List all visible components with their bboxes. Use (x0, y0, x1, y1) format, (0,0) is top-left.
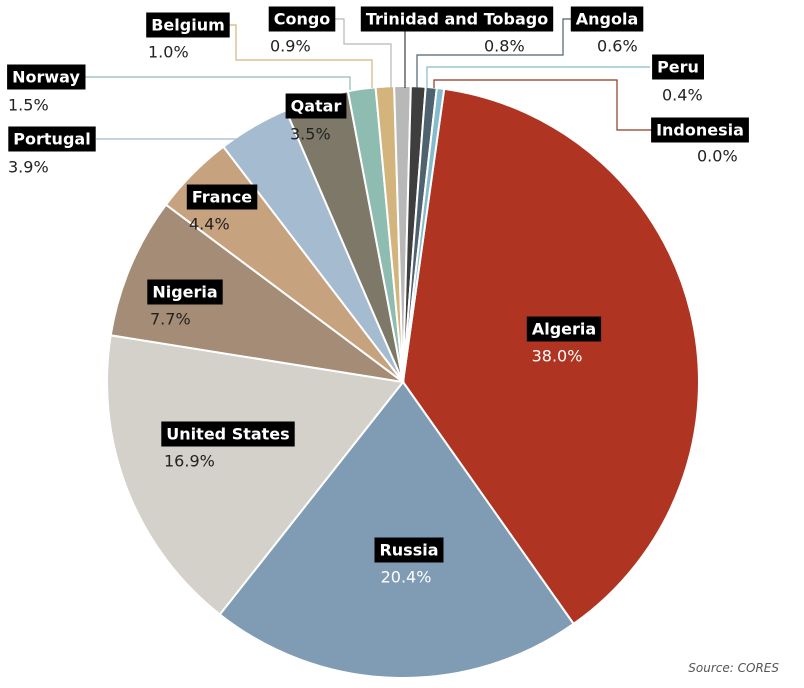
label-box (7, 64, 86, 90)
slice-value-label: 0.8% (484, 37, 525, 56)
slice-value-label: 7.7% (150, 310, 191, 329)
slice-value-label: 0.0% (697, 147, 738, 166)
slice-name-label: Congo (274, 10, 331, 29)
slice-label-france: France (186, 184, 258, 210)
label-box (526, 316, 602, 342)
leader-lines (84, 12, 653, 140)
slice-name-label: Peru (657, 58, 699, 77)
slice-label-norway: Norway (7, 64, 86, 90)
source-note: Source: CORES (688, 661, 779, 675)
pie-slice-nigeria (109, 203, 404, 383)
label-box (8, 126, 96, 152)
pie-slice-algeria (401, 87, 700, 626)
slice-label-russia: Russia (374, 537, 444, 563)
slice-name-label: Angola (576, 10, 639, 29)
slice-name-label: United States (166, 425, 289, 444)
slice-label-qatar: Qatar (285, 93, 347, 119)
label-box (186, 184, 258, 210)
label-box (268, 6, 336, 32)
slice-value-label: 0.6% (597, 37, 638, 56)
slice-name-label: Indonesia (656, 121, 744, 140)
pie-slice-united-states (106, 334, 405, 616)
slice-value-label: 4.4% (189, 215, 230, 234)
slice-label-peru: Peru (652, 54, 704, 80)
slice-label-portugal: Portugal (8, 126, 96, 152)
label-box (161, 421, 295, 447)
leader-line-peru (426, 66, 650, 88)
slice-name-label: Trinidad and Tobago (366, 10, 548, 29)
slice-label-algeria: Algeria (526, 316, 602, 342)
leader-line-angola (416, 18, 572, 88)
slice-name-label: Norway (12, 68, 80, 87)
label-box (147, 279, 223, 305)
pie-slices (106, 84, 700, 679)
slice-name-label: Belgium (151, 16, 225, 35)
label-box (146, 12, 230, 38)
label-box (374, 537, 444, 563)
slice-value-label: 0.9% (270, 37, 311, 56)
slice-value-label: 0.4% (662, 86, 703, 105)
leader-line-indonesia (433, 79, 653, 131)
label-box (652, 54, 704, 80)
pie-slice-russia (218, 380, 576, 679)
slice-name-label: Qatar (291, 97, 342, 116)
slice-name-label: France (192, 188, 252, 207)
slice-value-label: 16.9% (164, 452, 215, 471)
leader-line-belgium (225, 24, 373, 88)
slice-label-united-states: United States (161, 421, 295, 447)
slice-label-congo: Congo (268, 6, 336, 32)
slice-label-belgium: Belgium (146, 12, 230, 38)
slice-value-label: 1.5% (8, 96, 49, 115)
label-box (360, 6, 554, 32)
slice-label-angola: Angola (570, 6, 644, 32)
label-box (651, 117, 749, 143)
slice-labels: Algeria 38.0% Russia 20.4% United States 16.9… (7, 6, 749, 587)
slice-label-nigeria: Nigeria (147, 279, 223, 305)
slice-name-label: Russia (379, 541, 438, 560)
slice-label-trinidad-and-tobago: Trinidad and Tobago (360, 6, 554, 32)
slice-name-label: Algeria (532, 320, 596, 339)
leader-line-congo (333, 18, 392, 88)
label-box (285, 93, 347, 119)
slice-name-label: Nigeria (152, 283, 217, 302)
slice-name-label: Portugal (13, 130, 90, 149)
slice-value-label: 3.5% (290, 125, 331, 144)
label-box (570, 6, 644, 32)
slice-value-label: 20.4% (381, 568, 432, 587)
slice-label-indonesia: Indonesia (651, 117, 749, 143)
slice-value-label: 3.9% (8, 158, 49, 177)
slice-value-label: 38.0% (532, 347, 583, 366)
slice-value-label: 1.0% (148, 43, 189, 62)
leader-line-norway (84, 76, 351, 90)
pie-slice-peru (402, 86, 446, 383)
